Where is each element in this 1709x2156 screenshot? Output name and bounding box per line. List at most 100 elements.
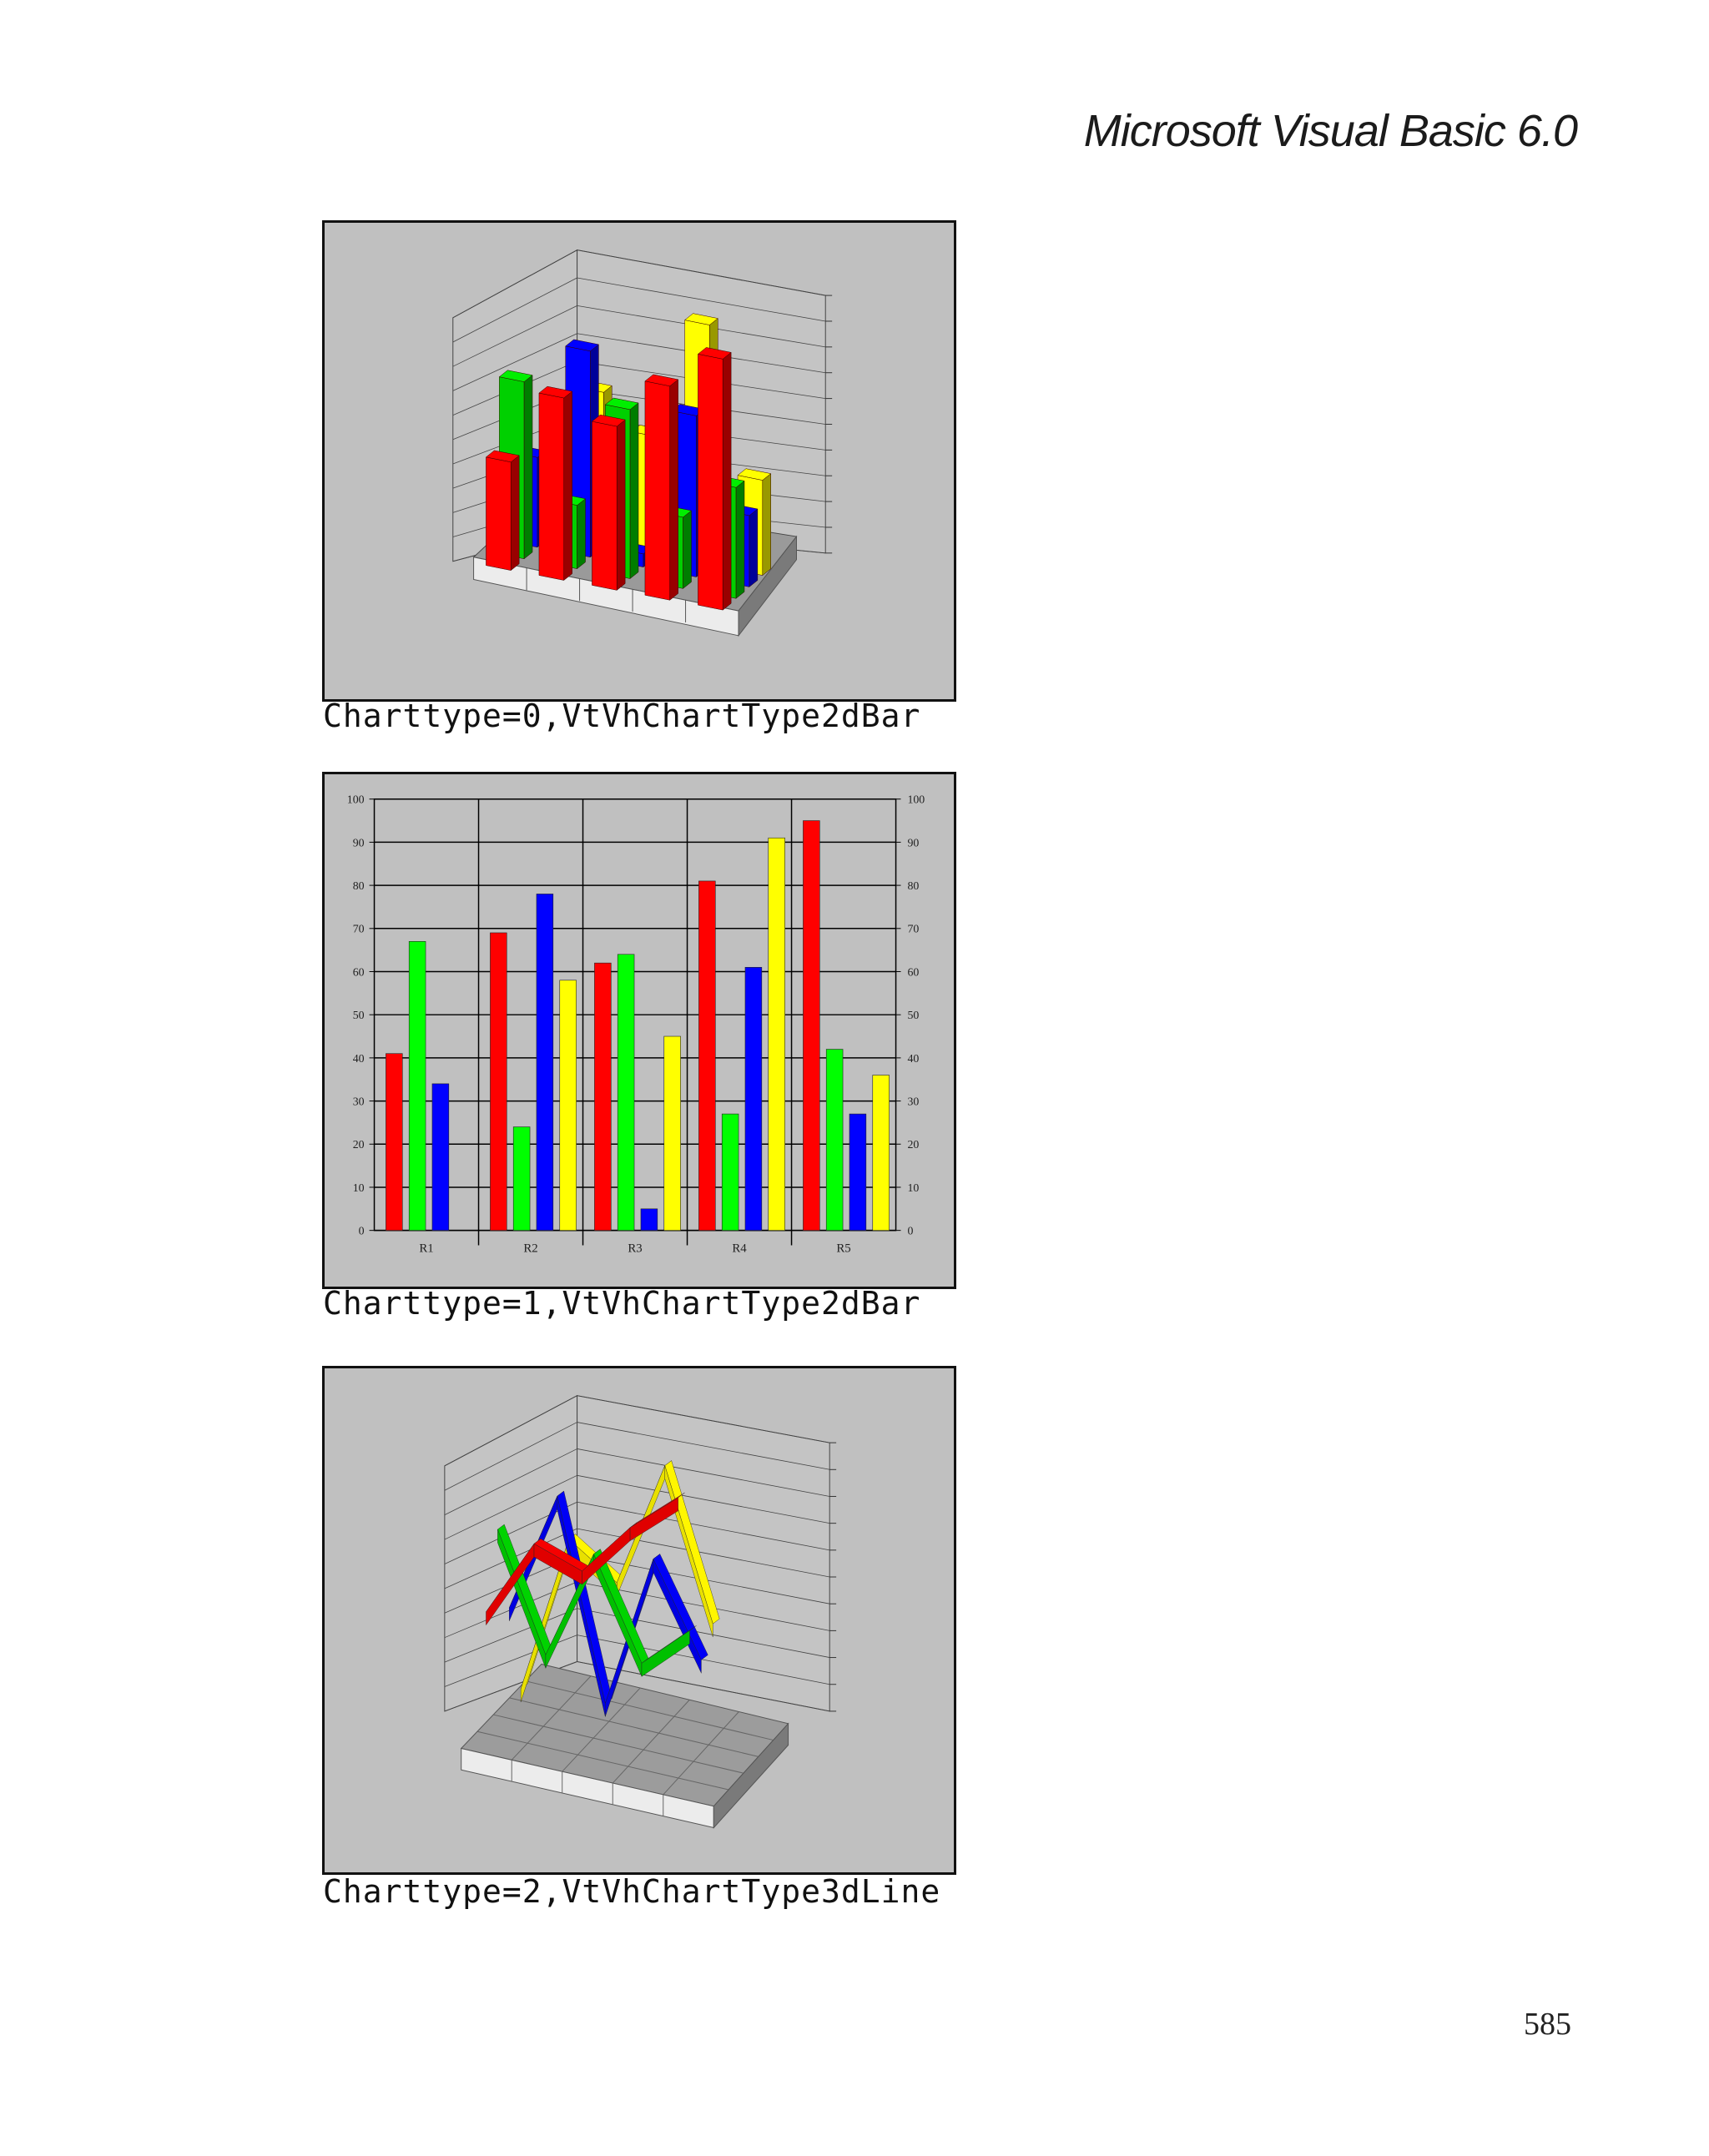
y-tick-label-left: 30	[353, 1096, 365, 1109]
y-tick-label-left: 40	[353, 1053, 365, 1065]
bar-top	[697, 347, 732, 360]
x-tick-label: R4	[732, 1242, 747, 1255]
floor-gridline	[476, 1730, 729, 1791]
y-tick-label-right: 80	[907, 880, 919, 893]
bar-top	[604, 397, 639, 411]
bar-side	[563, 390, 572, 582]
bar-top	[644, 374, 679, 387]
gridline-wall	[452, 333, 577, 391]
page-number: 585	[1524, 2007, 1571, 2042]
chart-3d-bar	[325, 223, 954, 699]
bar	[490, 932, 507, 1231]
gridline-wall	[577, 1422, 830, 1470]
figure-caption-1: Charttype=0,VtVhChartType2dBar	[323, 698, 921, 734]
floor-side-edge	[738, 535, 797, 637]
bar	[744, 967, 763, 1231]
bar-top	[498, 370, 533, 382]
bar-side	[629, 402, 639, 580]
bar-side	[669, 379, 678, 601]
bar	[768, 837, 785, 1231]
floor-gridline	[511, 1675, 592, 1761]
floor-gridline	[493, 1714, 744, 1774]
bar-front	[698, 354, 723, 611]
figure-caption-3: Charttype=2,VtVhChartType3dLine	[323, 1873, 941, 1910]
gridline-wall	[577, 249, 826, 296]
y-tick-label-right: 70	[907, 924, 919, 936]
bar	[617, 954, 635, 1231]
floor-gridline	[525, 1680, 774, 1741]
gridline-wall	[577, 1395, 830, 1443]
y-tick-label-left: 90	[353, 837, 365, 849]
y-tick-label-left: 0	[359, 1226, 365, 1238]
floor-side-edge	[713, 1722, 789, 1829]
bar	[825, 1049, 844, 1231]
bar	[640, 1208, 658, 1231]
y-tick-label-right: 60	[907, 966, 919, 979]
bar-top	[485, 450, 520, 463]
chart-2d-bar: 0 0 10 10 20 20 30 30 40 40 50 50 60 60 70 70 80 80 90 90 10…	[325, 774, 954, 1287]
gridline-wall	[577, 1474, 830, 1524]
x-tick-label: R3	[628, 1242, 642, 1255]
chart-figure-3d-line	[322, 1366, 956, 1875]
bar	[408, 941, 426, 1231]
y-tick-label-right: 30	[907, 1096, 919, 1109]
x-tick-label: R2	[523, 1242, 537, 1255]
gridline-wall	[444, 1422, 577, 1491]
y-tick-label-right: 0	[907, 1226, 913, 1238]
gridline-wall	[444, 1395, 577, 1467]
line-ribbon-face	[641, 1630, 690, 1677]
bar	[721, 1113, 739, 1231]
chart-3d-line	[325, 1368, 954, 1872]
gridline-wall	[444, 1474, 577, 1540]
gridline-wall	[452, 249, 577, 319]
bar	[431, 1083, 450, 1231]
bar	[872, 1075, 890, 1231]
bar-side	[722, 351, 732, 611]
bar-side	[510, 455, 520, 572]
y-tick-label-right: 50	[907, 1010, 919, 1022]
gridline-wall	[577, 277, 826, 322]
gridline-wall	[577, 1528, 830, 1578]
bar-side	[762, 473, 771, 577]
x-tick-label: R1	[419, 1242, 433, 1255]
y-tick-label-left: 80	[353, 880, 365, 893]
bar	[803, 820, 820, 1231]
bar-side	[735, 480, 745, 599]
bar-front	[592, 421, 618, 591]
bar	[386, 1053, 403, 1231]
bar	[849, 1113, 867, 1231]
y-tick-label-left: 60	[353, 966, 365, 979]
line-ribbon-face	[653, 1559, 702, 1674]
bar-side	[683, 510, 692, 589]
gridline-wall	[452, 277, 577, 343]
gridline-wall	[577, 1635, 830, 1685]
bar-side	[577, 498, 586, 570]
bar-side	[749, 508, 759, 587]
floor-gridline	[612, 1699, 690, 1784]
floor-gridline	[509, 1697, 759, 1757]
bar-top	[737, 468, 772, 481]
gridline-wall	[444, 1608, 577, 1663]
y-tick-label-right: 90	[907, 837, 919, 849]
bar	[663, 1035, 681, 1231]
bar-top	[565, 339, 599, 352]
chart-figure-3d-bar	[322, 220, 956, 702]
gridline-wall	[444, 1448, 577, 1516]
gridline-wall	[577, 1501, 830, 1551]
y-tick-label-right: 40	[907, 1053, 919, 1065]
bar	[536, 894, 554, 1231]
bar	[698, 880, 716, 1231]
bar-top	[683, 313, 718, 325]
line-ribbon-face	[629, 1497, 678, 1542]
y-tick-label-left: 70	[353, 924, 365, 936]
gridline-wall	[577, 1448, 830, 1497]
bar-front	[644, 380, 670, 601]
bar-side	[523, 375, 533, 560]
gridline-wall	[452, 305, 577, 367]
y-tick-label-right: 100	[907, 794, 925, 807]
floor-gridline	[663, 1711, 739, 1796]
y-tick-label-right: 20	[907, 1139, 919, 1151]
bar-front	[538, 392, 564, 581]
bar	[559, 980, 577, 1231]
bar	[512, 1126, 531, 1231]
